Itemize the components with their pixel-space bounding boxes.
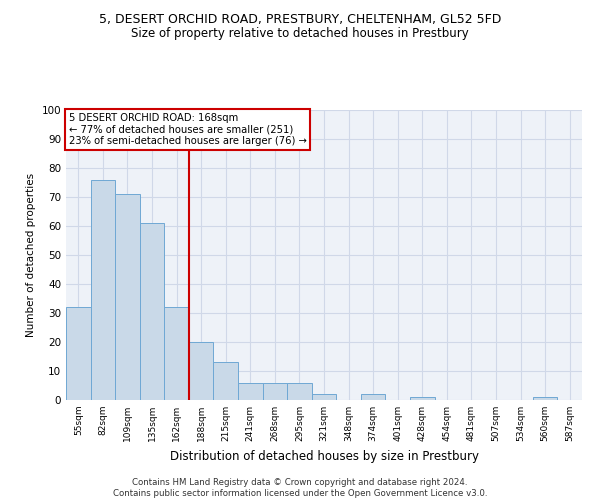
Bar [164, 307, 189, 400]
Text: 5, DESERT ORCHID ROAD, PRESTBURY, CHELTENHAM, GL52 5FD: 5, DESERT ORCHID ROAD, PRESTBURY, CHELTE… [99, 12, 501, 26]
Bar [410, 397, 434, 400]
Bar [214, 362, 238, 400]
Text: Size of property relative to detached houses in Prestbury: Size of property relative to detached ho… [131, 28, 469, 40]
Bar [533, 397, 557, 400]
Text: Contains HM Land Registry data © Crown copyright and database right 2024.
Contai: Contains HM Land Registry data © Crown c… [113, 478, 487, 498]
Bar [263, 382, 287, 400]
Bar [140, 223, 164, 400]
Bar [189, 342, 214, 400]
Bar [115, 194, 140, 400]
X-axis label: Distribution of detached houses by size in Prestbury: Distribution of detached houses by size … [170, 450, 479, 462]
Bar [361, 394, 385, 400]
Bar [287, 382, 312, 400]
Y-axis label: Number of detached properties: Number of detached properties [26, 173, 36, 337]
Bar [66, 307, 91, 400]
Bar [238, 382, 263, 400]
Text: 5 DESERT ORCHID ROAD: 168sqm
← 77% of detached houses are smaller (251)
23% of s: 5 DESERT ORCHID ROAD: 168sqm ← 77% of de… [68, 113, 307, 146]
Bar [312, 394, 336, 400]
Bar [91, 180, 115, 400]
